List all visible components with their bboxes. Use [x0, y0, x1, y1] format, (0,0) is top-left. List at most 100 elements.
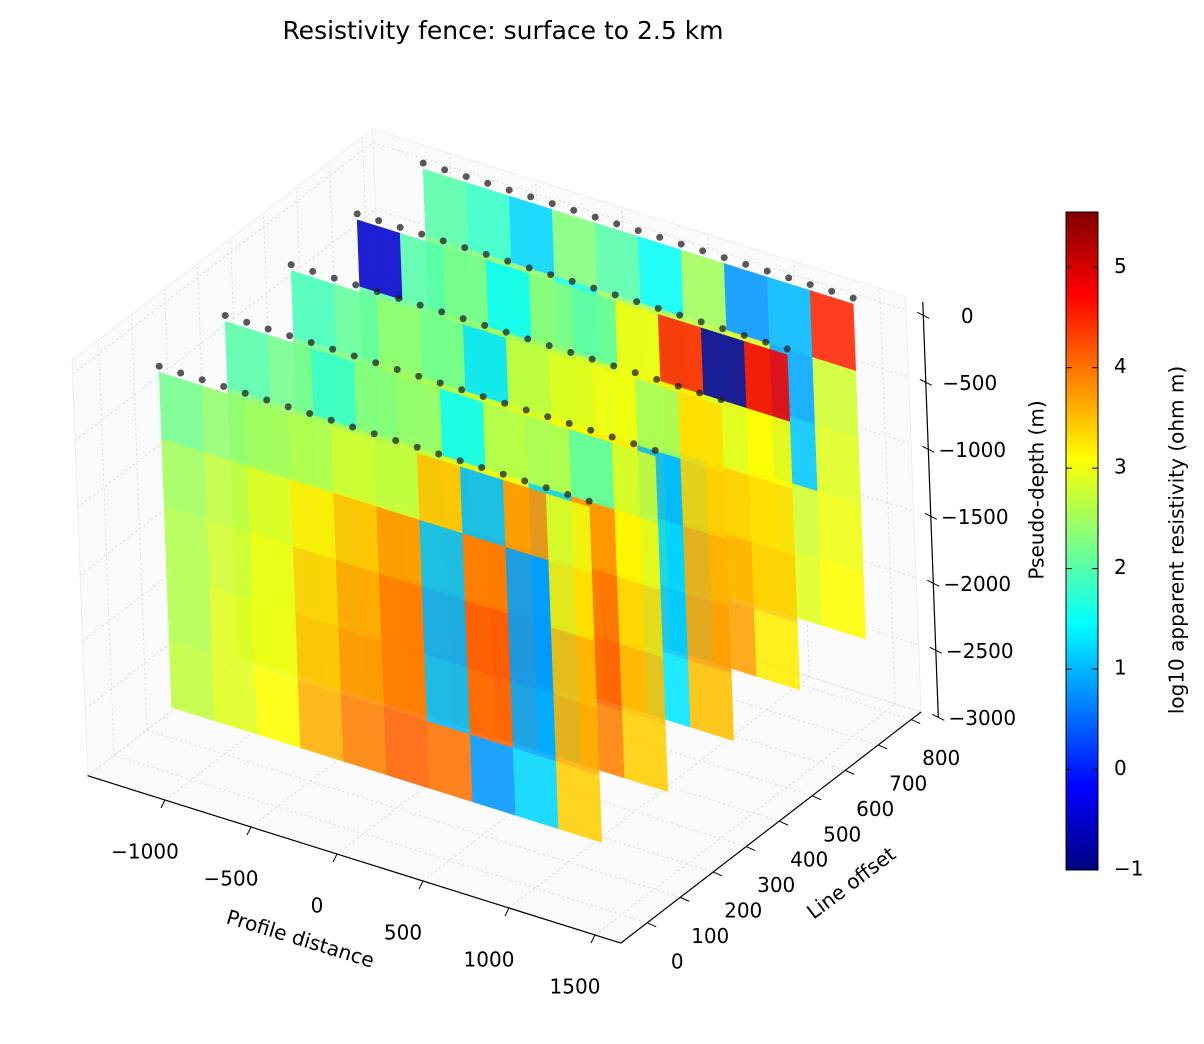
electrode [243, 318, 251, 326]
electrode [588, 355, 596, 363]
electrode [393, 365, 401, 373]
electrode [634, 227, 642, 235]
electrode [522, 406, 530, 414]
chart-title: Resistivity fence: surface to 2.5 km [282, 16, 723, 45]
grid-line [344, 577, 879, 746]
electrode [849, 294, 857, 302]
electrode [630, 440, 638, 448]
electrode [674, 382, 682, 390]
electrode [481, 321, 489, 329]
grid-line [594, 703, 896, 936]
electrode [155, 362, 163, 370]
grid-line [74, 209, 376, 442]
grid-line [131, 314, 148, 730]
grid-line [278, 627, 813, 797]
electrode [717, 396, 725, 404]
electrode [327, 416, 335, 424]
grid-line [263, 212, 280, 629]
z-tick-label: −2500 [946, 639, 1014, 663]
resistivity-cell [340, 693, 388, 776]
electrode [613, 220, 621, 228]
electrode [590, 284, 598, 292]
electrode [611, 291, 619, 299]
x-tick-label: 1000 [464, 948, 515, 972]
electrode [330, 274, 338, 282]
electrode [436, 379, 444, 387]
resistivity-cell [753, 608, 801, 691]
z-tick [917, 311, 930, 319]
grid-line [113, 754, 648, 924]
x-tick-label: −500 [204, 867, 259, 891]
z-tick-label: 0 [961, 304, 974, 328]
x-tick-label: 0 [311, 894, 324, 918]
electrode [633, 298, 641, 306]
y-tick-label: 200 [724, 898, 762, 922]
electrode [567, 348, 575, 356]
fence-panel [158, 371, 603, 843]
electrode [763, 267, 771, 275]
y-tick-label: 600 [856, 797, 894, 821]
x-tick [590, 934, 596, 944]
x-tick-label: 500 [384, 921, 422, 945]
electrode [505, 186, 513, 194]
electrode [439, 237, 447, 245]
z-tick [919, 378, 933, 386]
electrode [416, 301, 424, 309]
z-tick-label: −2000 [943, 572, 1011, 596]
resistivity-cell [254, 666, 302, 749]
electrode [375, 217, 383, 225]
electrode [413, 443, 421, 451]
y-tick [646, 922, 657, 928]
electrode [418, 230, 426, 238]
resistivity-cell [621, 710, 669, 792]
resistivity-cell [819, 558, 867, 640]
electrode [309, 267, 317, 275]
electrode [740, 331, 748, 339]
electrode [395, 294, 403, 302]
grid-line [230, 238, 247, 654]
resistivity-cell [297, 680, 345, 762]
electrode [456, 457, 464, 465]
electrode [198, 376, 206, 384]
electrode [783, 345, 791, 353]
electrode [544, 413, 552, 421]
electrode [306, 410, 314, 418]
electrode [545, 342, 553, 350]
electrode [696, 389, 704, 397]
electrode [221, 311, 229, 319]
electrode [720, 254, 728, 262]
electrode [284, 403, 292, 411]
colorbar-tick-label: 3 [1114, 455, 1127, 479]
electrode [785, 274, 793, 282]
z-tick [922, 445, 935, 453]
resistivity-cell [512, 747, 560, 830]
electrode [177, 369, 185, 377]
electrode [565, 419, 573, 427]
y-tick-label: 300 [757, 873, 795, 897]
grid-line [164, 289, 181, 705]
colorbar-tick-label: 1 [1114, 656, 1127, 680]
x-tick [332, 853, 338, 863]
grid-line [329, 162, 346, 578]
electrode [719, 325, 727, 333]
resistivity-cell [469, 734, 517, 816]
colorbar-tick-label: 2 [1114, 555, 1127, 579]
electrode [525, 264, 533, 272]
electrode [524, 335, 532, 343]
electrode [435, 450, 443, 458]
electrode [585, 497, 593, 505]
colorbar-label: log10 apparent resistivity (ohm m) [1165, 366, 1189, 714]
electrode [307, 338, 315, 346]
electrode [373, 288, 381, 296]
electrode [697, 318, 705, 326]
electrode [527, 193, 535, 201]
electrode [482, 250, 490, 258]
electrode [353, 210, 361, 218]
electrode [264, 325, 272, 333]
colorbar-tick-label: 0 [1114, 756, 1127, 780]
electrode [349, 423, 357, 431]
electrode [762, 338, 770, 346]
grid-line [72, 142, 374, 375]
grid-line [179, 704, 714, 873]
